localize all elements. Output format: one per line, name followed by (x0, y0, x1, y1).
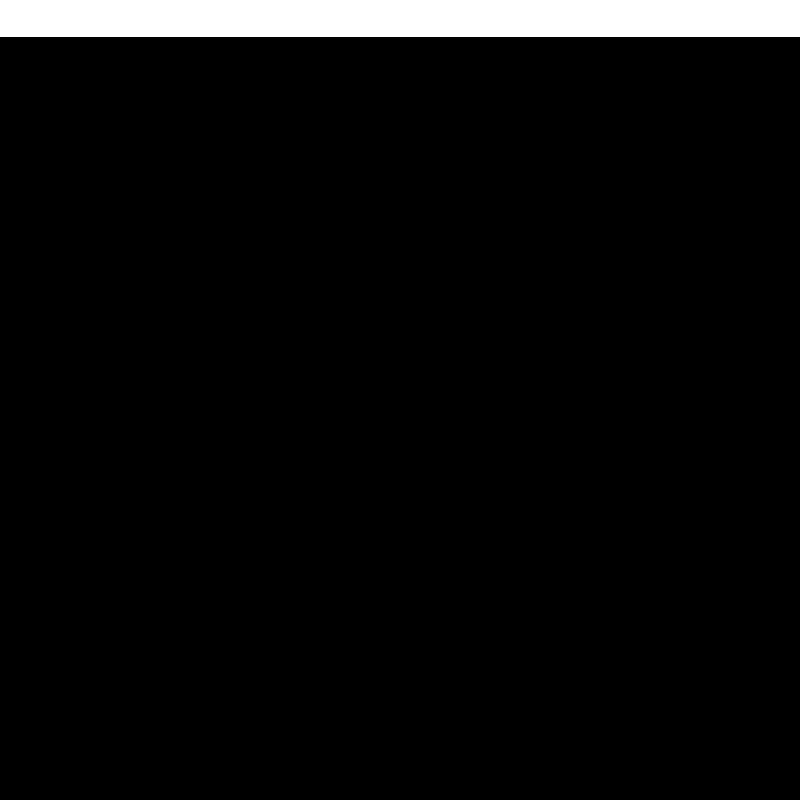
chart-plot-area (39, 76, 761, 761)
heatmap-canvas (39, 76, 761, 761)
chart-outer-frame (0, 37, 800, 800)
